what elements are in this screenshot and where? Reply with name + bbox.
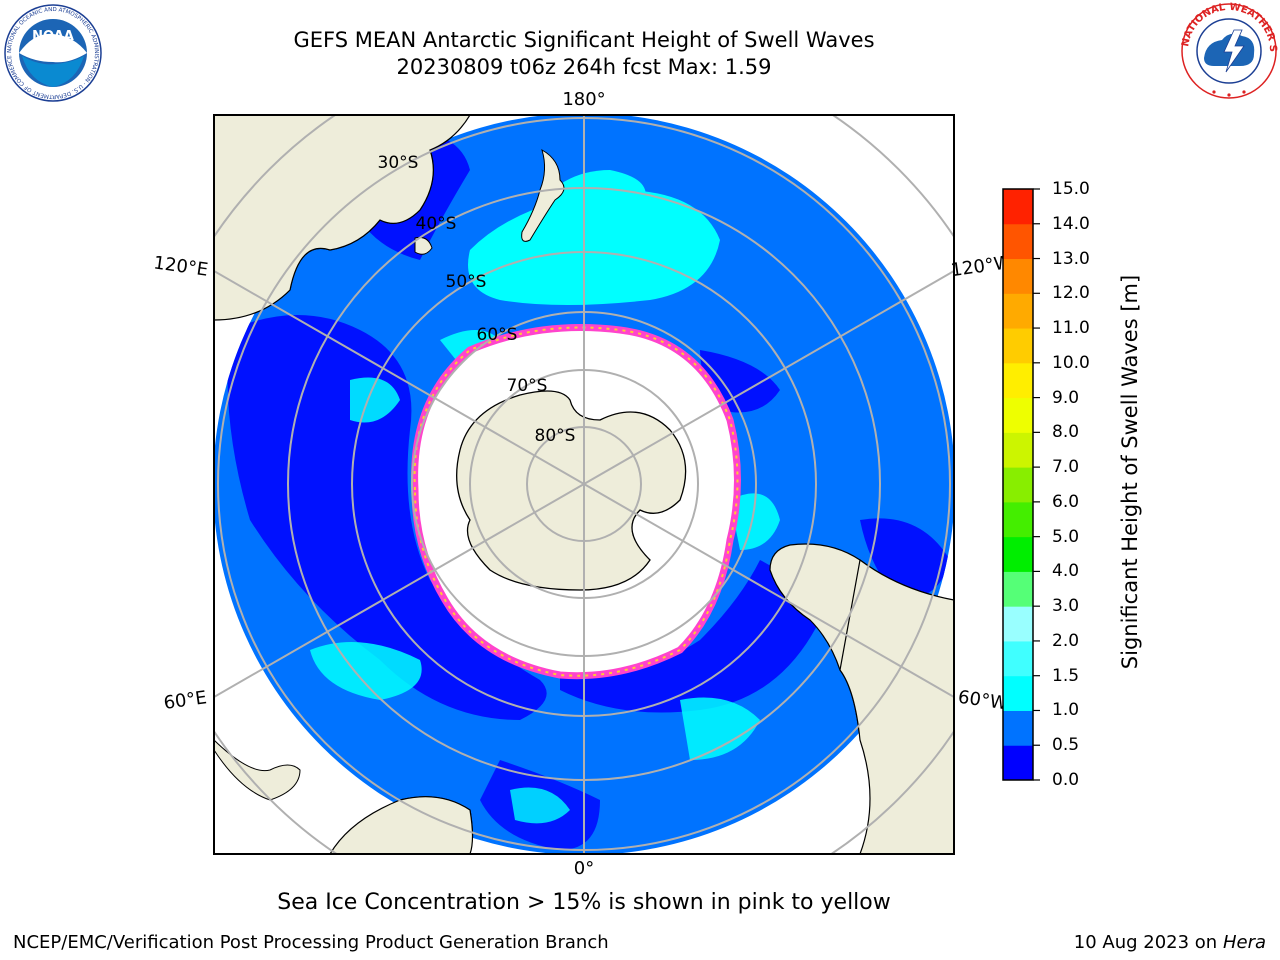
lon-label-180: 180° xyxy=(562,89,605,110)
nws-logo: NATIONAL WEATHER SERVICE xyxy=(1180,2,1278,99)
lon-label-60e: 60°E xyxy=(162,687,208,714)
colorbar-swatch xyxy=(1003,606,1033,642)
colorbar-swatch xyxy=(1003,189,1033,225)
sea-ice-edge-yellow xyxy=(413,326,739,677)
africa-outside xyxy=(214,739,301,801)
lat-label-70s: 70°S xyxy=(507,376,548,396)
colorbar-tick-label: 14.0 xyxy=(1052,213,1090,234)
colorbar-swatch xyxy=(1003,397,1033,433)
noaa-logo-text: NOAA xyxy=(32,29,74,44)
south-america-outside xyxy=(839,558,954,854)
colorbar-swatch xyxy=(1003,675,1033,711)
colorbar-tick-label: 8.0 xyxy=(1052,422,1080,443)
colorbar-tick-label: 2.0 xyxy=(1052,630,1080,651)
colorbar-tick-label: 1.0 xyxy=(1052,700,1080,721)
low-swell-south xyxy=(560,560,820,713)
colorbar-swatch xyxy=(1003,640,1033,677)
footer-machine: Hera xyxy=(1222,932,1266,953)
colorbar-tick-label: 6.0 xyxy=(1052,491,1080,512)
swell-cyan-d xyxy=(310,642,422,700)
colorbar-tick-label: 10.0 xyxy=(1052,352,1090,373)
australia-outside xyxy=(214,115,471,321)
swell-cyan-b xyxy=(350,377,400,423)
swell-cyan-f xyxy=(510,787,570,824)
map-title: GEFS MEAN Antarctic Significant Height o… xyxy=(293,28,875,52)
noaa-logo: NOAA NATIONAL OCEANIC AND ATMOSPHERIC AD… xyxy=(4,4,102,102)
footer-date: 10 Aug 2023 on Hera xyxy=(1074,932,1266,953)
colorbar-swatch xyxy=(1003,501,1033,538)
lat-label-50s: 50°S xyxy=(446,272,487,292)
lon-label-0: 0° xyxy=(574,858,594,879)
low-swell-west xyxy=(227,315,547,720)
colorbar-swatch xyxy=(1003,258,1033,294)
africa-south-outside xyxy=(329,796,474,854)
colorbar-label: Significant Height of Swell Waves [m] xyxy=(1118,274,1142,670)
colorbar-tick-label: 0.5 xyxy=(1052,735,1080,756)
colorbar-swatch xyxy=(1003,710,1033,746)
colorbar-tick-label: 13.0 xyxy=(1052,248,1090,269)
colorbar-tick-label: 1.5 xyxy=(1052,665,1080,686)
nws-stars xyxy=(1212,90,1246,97)
colorbar-swatch xyxy=(1003,745,1033,781)
colorbar-tick-label: 9.0 xyxy=(1052,387,1080,408)
colorbar xyxy=(1003,188,1040,781)
colorbar-tick-label: 5.0 xyxy=(1052,526,1080,547)
colorbar-swatch xyxy=(1003,293,1033,329)
footer-branch: NCEP/EMC/Verification Post Processing Pr… xyxy=(13,932,609,953)
forecast-subtitle: 20230809 t06z 264h fcst Max: 1.59 xyxy=(396,55,772,79)
tasmania-landmass xyxy=(414,237,433,255)
colorbar-swatch xyxy=(1003,328,1033,364)
lat-label-80s: 80°S xyxy=(535,426,576,446)
map-frame xyxy=(213,114,955,855)
footer-date-text: 10 Aug 2023 on xyxy=(1073,932,1218,953)
colorbar-tick-label: 11.0 xyxy=(1052,318,1090,339)
low-swell-atlantic xyxy=(860,518,950,600)
colorbar-swatch xyxy=(1003,467,1033,503)
lon-label-120e: 120°E xyxy=(152,252,209,280)
swell-pacific-cyan-2 xyxy=(530,170,646,230)
colorbar-tick-label: 0.0 xyxy=(1052,770,1080,790)
lon-label-60w: 60°W xyxy=(957,687,1009,715)
colorbar-swatch xyxy=(1003,536,1033,572)
lat-label-60s: 60°S xyxy=(477,325,518,345)
colorbar-tick-label: 15.0 xyxy=(1052,179,1090,199)
swell-cyan-e xyxy=(680,697,760,760)
colorbar-swatch xyxy=(1003,362,1033,399)
colorbar-swatch xyxy=(1003,571,1033,607)
colorbar-swatch xyxy=(1003,223,1033,260)
colorbar-frame xyxy=(1002,188,1034,781)
colorbar-tick-label: 4.0 xyxy=(1052,561,1080,582)
swell-cyan-c xyxy=(730,493,780,550)
colorbar-swatch xyxy=(1003,432,1033,468)
new-zealand-landmass xyxy=(521,148,565,242)
sea-ice-note: Sea Ice Concentration > 15% is shown in … xyxy=(277,890,891,915)
meridian-lines xyxy=(214,115,954,854)
colorbar-tick-label: 12.0 xyxy=(1052,283,1090,304)
lat-label-30s: 30°S xyxy=(378,153,419,173)
lat-label-40s: 40°S xyxy=(416,214,457,234)
colorbar-tick-label: 3.0 xyxy=(1052,596,1080,617)
colorbar-tick-label: 7.0 xyxy=(1052,457,1080,478)
